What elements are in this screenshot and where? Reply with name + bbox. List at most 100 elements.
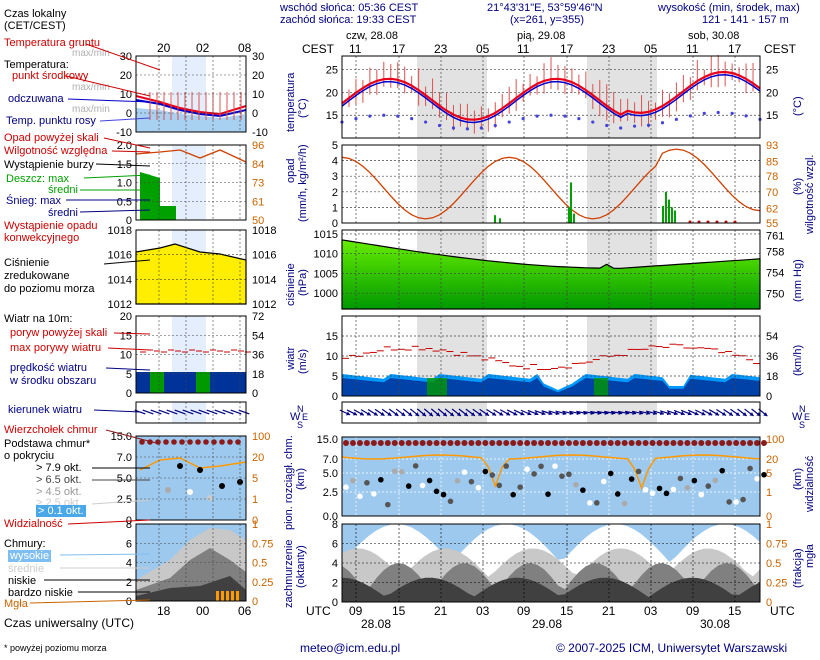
temp-panel-border bbox=[341, 55, 761, 139]
dew-point-dot bbox=[563, 114, 567, 118]
legend-utc-time: Czas uniwersalny (UTC) bbox=[4, 616, 135, 630]
cloud-top-dot bbox=[600, 440, 607, 446]
wind-panel-border bbox=[341, 315, 761, 397]
legend-wind-dir: kierunek wiatru bbox=[8, 404, 82, 416]
l-press-rtick: 1016 bbox=[252, 250, 276, 262]
cloud-top-dot bbox=[405, 440, 412, 446]
wind-tick: 0 bbox=[332, 391, 338, 403]
legend-low: niskie bbox=[8, 575, 37, 587]
utc-hour-3: 03 bbox=[476, 604, 490, 618]
cloud-base-dot bbox=[607, 470, 614, 477]
wind-dir-head bbox=[687, 411, 692, 416]
humidity-line bbox=[341, 148, 761, 220]
legend-cloud-top-dot bbox=[219, 439, 225, 445]
cloud-top-dot bbox=[621, 440, 628, 446]
rain-bar bbox=[499, 218, 501, 223]
legend-wind-shaft bbox=[214, 409, 226, 415]
l-cloud-tick: 2.5 bbox=[117, 494, 132, 506]
cloud-base-dot bbox=[726, 499, 732, 505]
wind-dir-arrow bbox=[645, 410, 658, 416]
precip-tick: 4 bbox=[332, 156, 338, 168]
legend-wind-shaft bbox=[190, 409, 202, 415]
l-press-rtick: 1012 bbox=[252, 299, 276, 311]
cest-hour-2: 23 bbox=[434, 42, 448, 56]
l-cover-rtick: 0 bbox=[252, 596, 258, 608]
utc-hour-6: 21 bbox=[602, 604, 616, 618]
cloud-base-dot bbox=[412, 463, 419, 469]
rain-bar bbox=[668, 199, 670, 223]
cloud-top-dot bbox=[538, 440, 545, 446]
vis-tick: 20 bbox=[766, 454, 778, 466]
cloud-base-dot bbox=[433, 488, 440, 495]
wind-dir-arrow bbox=[666, 410, 678, 416]
legend-visibility: Widzialność bbox=[4, 518, 63, 530]
cloud-top-dot bbox=[384, 440, 391, 446]
l-press-rtick: 1014 bbox=[252, 274, 276, 286]
legend-wind-shaft bbox=[158, 409, 170, 415]
press-right-tick: 754 bbox=[766, 267, 784, 279]
cloud-top-dot bbox=[761, 440, 767, 446]
cloud-top-dot bbox=[677, 440, 684, 446]
rain-bar bbox=[662, 205, 664, 223]
cloud-base-dot bbox=[447, 498, 454, 505]
cest-hour-7: 05 bbox=[644, 42, 658, 56]
copyright-text: © 2007-2025 ICM, Uniwersytet Warszawski bbox=[556, 641, 788, 655]
cloud-base-dot bbox=[454, 478, 461, 484]
legend-cloud-top-dot bbox=[227, 439, 233, 445]
cloud-top-dot bbox=[691, 440, 698, 446]
legend-leader-line bbox=[85, 43, 161, 71]
legend-rain-mean bbox=[160, 206, 176, 220]
cloud-top-dot bbox=[412, 440, 419, 446]
wind-dir-arrow bbox=[472, 408, 483, 417]
humid-tick: 93 bbox=[766, 140, 778, 152]
wind-dir-arrow bbox=[493, 409, 504, 416]
compass-e: E bbox=[302, 412, 308, 422]
legend-max-gust: max porywy wiatru bbox=[10, 342, 102, 354]
wind-dir-arrow bbox=[423, 408, 434, 417]
wind-dir-head bbox=[694, 411, 699, 416]
wind-dir-head bbox=[555, 411, 560, 416]
temp-tick-right: 20 bbox=[766, 87, 778, 99]
wind-dir-arrow bbox=[409, 408, 420, 417]
legend-precip-over: Opad powyżej skali bbox=[4, 132, 99, 144]
wind-axis-label: wiatr bbox=[285, 346, 297, 370]
precip-tick: 5 bbox=[332, 140, 338, 152]
legend-wind-shaft bbox=[206, 409, 218, 415]
fog-tick: 1 bbox=[766, 519, 772, 531]
cloud-panel-sky bbox=[342, 437, 760, 516]
legend-fog-bar bbox=[236, 591, 239, 601]
cloud-base-dot bbox=[482, 468, 489, 475]
wind-tick: 5 bbox=[332, 371, 338, 383]
cloud-base-dot bbox=[733, 499, 739, 505]
cloud-base-dot bbox=[691, 477, 698, 484]
legend-wind-green bbox=[196, 372, 210, 393]
cloud-base-dot bbox=[391, 468, 398, 474]
legend-leader-line bbox=[67, 519, 151, 525]
legend-o65: > 6.5 okt. bbox=[36, 474, 82, 486]
date-top-3: sob, 30.08 bbox=[688, 30, 740, 42]
legend-hour-18: 18 bbox=[157, 604, 171, 618]
cover-axis-label: zachmurzenie bbox=[283, 539, 295, 608]
cloud-base-dot bbox=[614, 491, 621, 497]
felt-temp-line bbox=[341, 73, 761, 124]
legend-leader-line bbox=[83, 174, 151, 179]
cloud-unit-label: (km) bbox=[295, 468, 307, 490]
fog-unit-label: (frakcja) bbox=[792, 548, 804, 588]
wind-dir-head bbox=[366, 411, 371, 416]
cover-tick: 0 bbox=[332, 597, 338, 609]
l-precip-tick: 1.0 bbox=[117, 178, 132, 190]
dew-point-dot bbox=[633, 124, 637, 128]
temp-tick: 15 bbox=[326, 110, 338, 122]
email-link[interactable]: meteo@icm.edu.pl bbox=[300, 641, 401, 655]
dew-point-dot bbox=[660, 121, 665, 125]
cloud-top-dot bbox=[586, 440, 593, 446]
legend-cloud-top-dot bbox=[139, 439, 145, 445]
cloud-base-dot bbox=[747, 465, 753, 472]
l-temp-rtick: 20 bbox=[252, 70, 264, 82]
wind-dir-arrow bbox=[723, 408, 734, 417]
cloud-top-dot bbox=[642, 440, 649, 446]
pressure-area bbox=[341, 239, 761, 310]
wind-dir-arrow bbox=[367, 408, 379, 417]
cloud-top-dot bbox=[356, 440, 363, 446]
l-precip-rtick: 50 bbox=[252, 215, 264, 227]
